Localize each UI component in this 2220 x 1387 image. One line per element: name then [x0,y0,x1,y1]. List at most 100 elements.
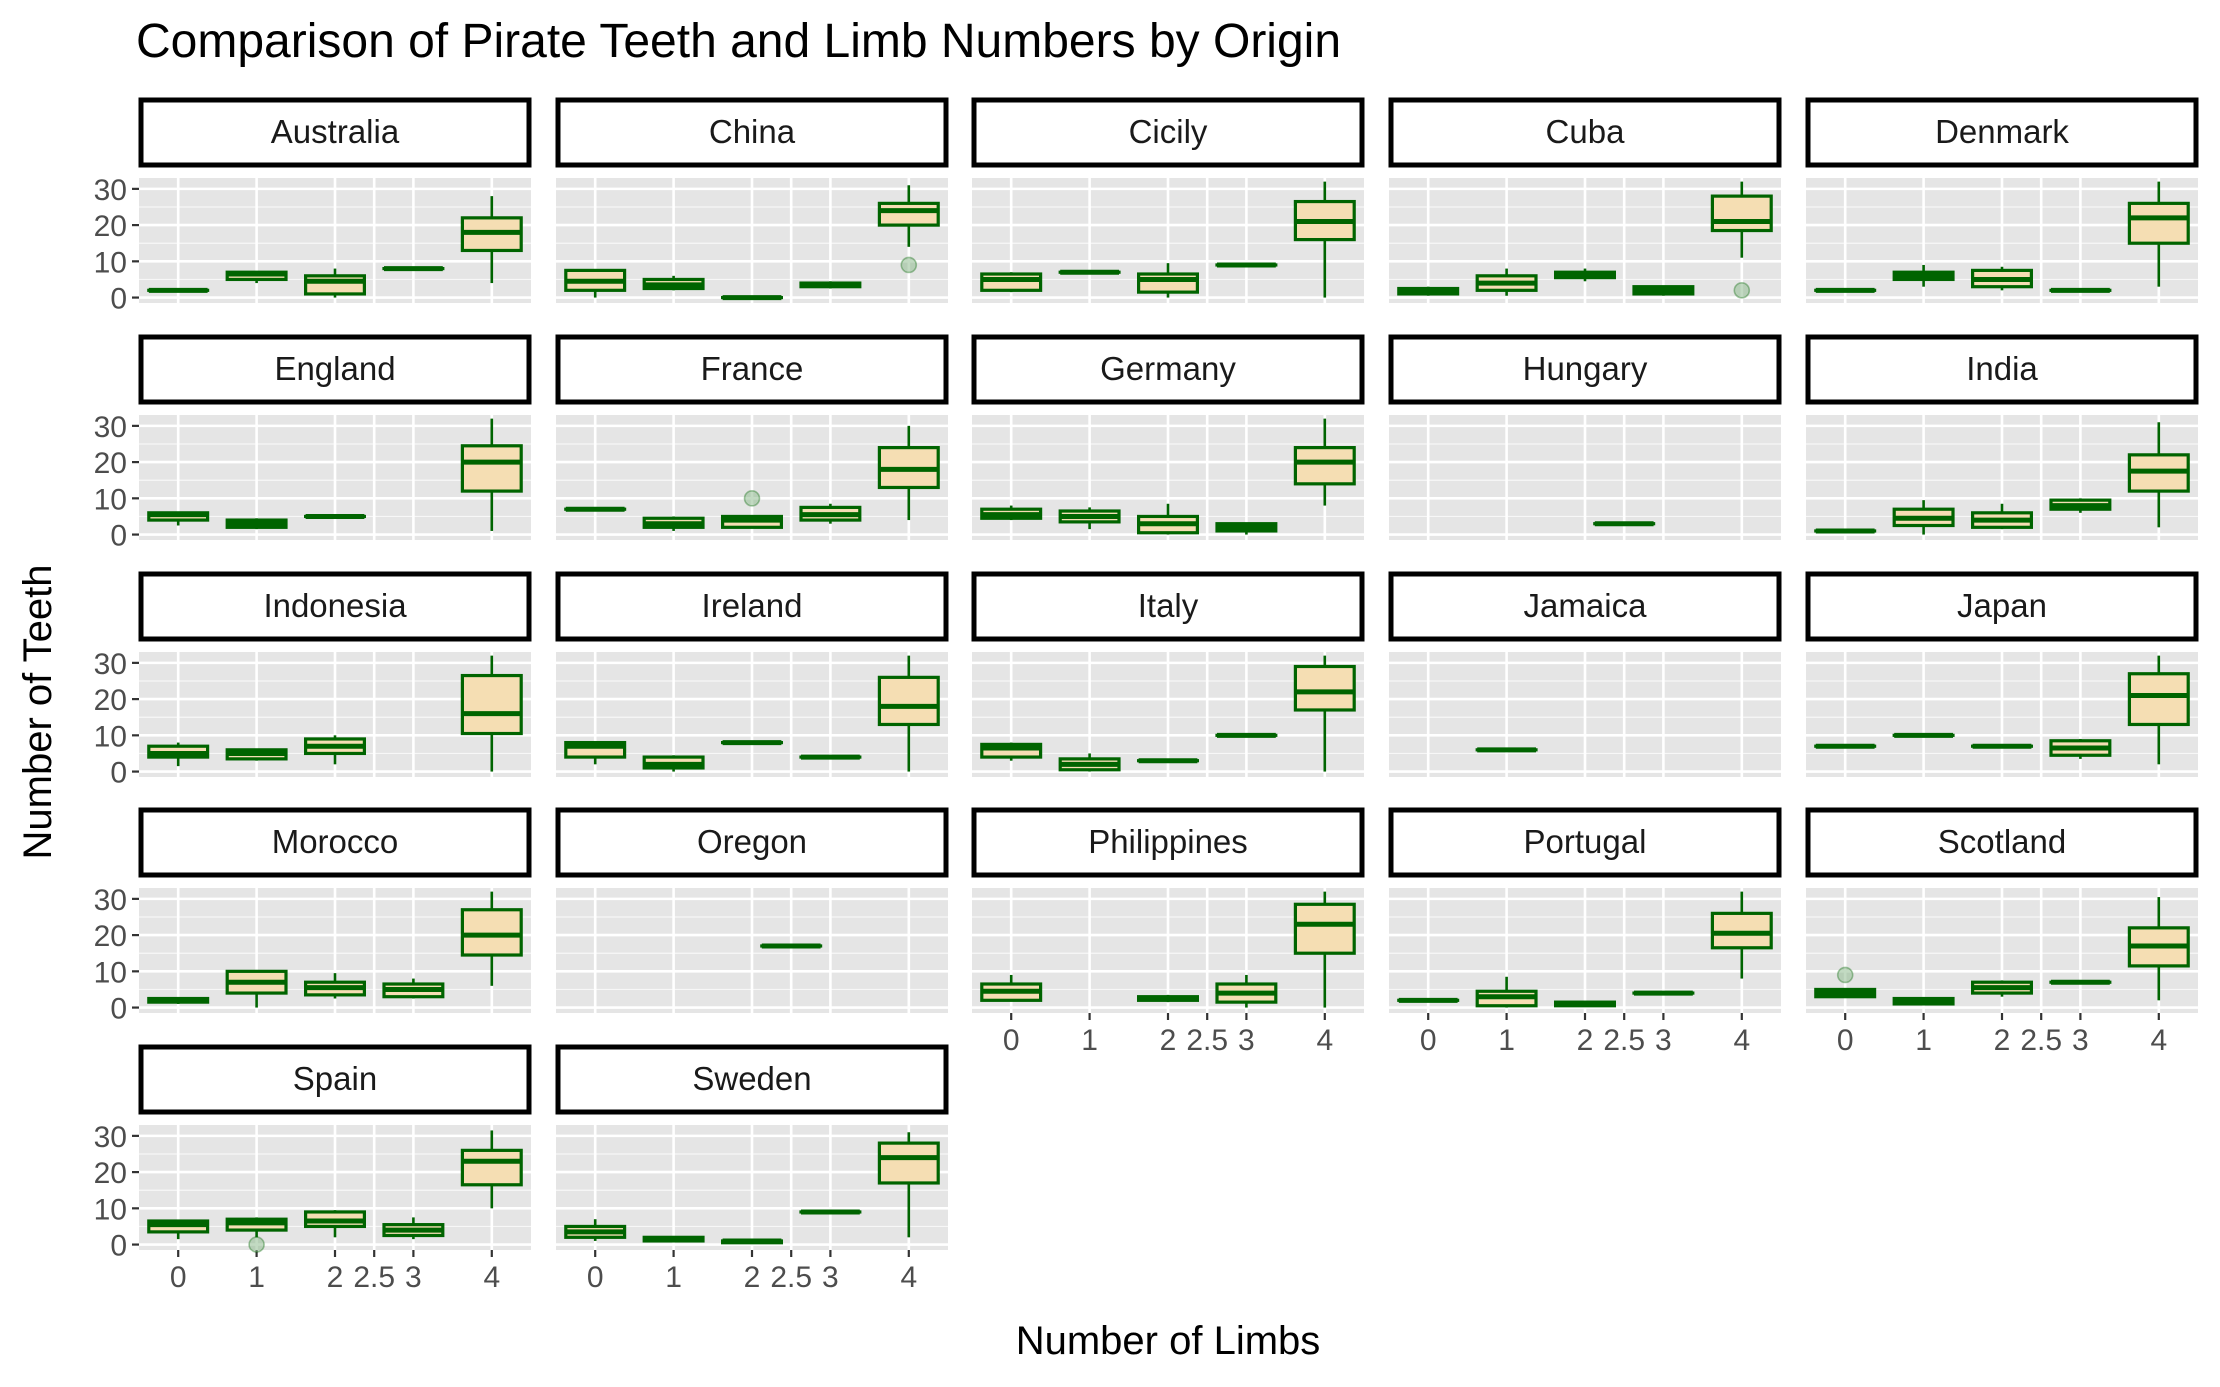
box-limbs-1 [1058,507,1121,530]
x-tick-label: 1 [665,1261,682,1294]
x-tick-label: 2 [1160,1024,1177,1057]
box-iqr [1293,446,1356,486]
box-iqr [460,1148,523,1187]
box-limbs-2 [1136,263,1199,298]
box-limbs-4 [1293,655,1356,772]
box-limbs-0 [564,740,627,765]
facet-strip [138,97,532,168]
facet-scotland: Scotland 0 1 2 2.5 3 4 [1805,807,2199,1057]
facet-oregon: Oregon [555,807,949,1013]
box-limbs-3 [1632,285,1695,296]
box-iqr [877,201,940,227]
facet-denmark: Denmark [1805,97,2199,303]
y-tick-label: 10 [94,1193,127,1226]
box-iqr [304,274,367,296]
x-tick-label: 2 [744,1261,761,1294]
facet-strip [555,1044,949,1115]
x-tick-label: 2.5 [353,1261,395,1294]
facet-label: Indonesia [263,587,407,624]
x-tick-label: 2.5 [1186,1024,1228,1057]
box-limbs-2 [1553,268,1616,282]
facet-philippines: Philippines 0 1 2 2.5 3 4 [971,807,1365,1057]
facet-ireland: Ireland [555,571,949,777]
box-limbs-1 [1892,264,1955,287]
y-tick-label: 10 [94,246,127,279]
x-tick-label: 2 [1994,1024,2011,1057]
box-limbs-1 [642,1235,705,1243]
box-limbs-2 [1970,503,2033,530]
box-iqr [2127,201,2190,245]
facet-strip [1388,334,1782,405]
facet-strip [1805,571,2199,642]
facet-strip [138,571,532,642]
box-iqr [1710,911,1773,950]
box-limbs-0 [147,996,210,1004]
facet-strip [555,571,949,642]
box-iqr [2127,672,2190,727]
x-tick-label: 4 [483,1261,500,1294]
x-tick-label: 0 [1837,1024,1854,1057]
y-tick-label: 20 [94,210,127,243]
x-tick-label: 1 [248,1261,265,1294]
facet-label: Germany [1100,350,1236,387]
box-limbs-1 [225,748,288,761]
facet-label: Cicily [1129,113,1208,150]
facet-china: China [555,97,949,303]
box-limbs-2 [720,514,783,529]
facet-strip [138,807,532,878]
box-limbs-4 [460,418,523,531]
x-tick-label: 1 [1081,1024,1098,1057]
box-limbs-1 [642,275,705,291]
facet-japan: Japan [1805,571,2199,777]
box-limbs-0 [147,511,210,526]
x-tick-label: 0 [1420,1024,1437,1057]
x-tick-label: 0 [587,1261,604,1294]
y-tick-label: 30 [94,648,127,681]
box-limbs-4 [2127,655,2190,765]
x-tick-label: 0 [170,1261,187,1294]
facet-label: Scotland [1938,823,2066,860]
y-tick-label: 10 [94,956,127,989]
x-tick-label: 3 [1238,1024,1255,1057]
box-limbs-4 [1293,418,1356,506]
y-tick-label: 30 [94,884,127,917]
box-iqr [460,673,523,736]
box-iqr [1136,272,1199,294]
box-limbs-0 [980,974,1043,1002]
box-limbs-0 [147,1219,210,1240]
box-limbs-2 [304,735,367,765]
x-tick-label: 4 [1316,1024,1333,1057]
box-limbs-4 [460,655,523,772]
outlier-point [1836,966,1854,984]
facet-france: France [555,334,949,540]
y-axis-label: Number of Teeth [16,565,60,860]
box-limbs-4 [877,655,940,772]
box-iqr [460,908,523,957]
box-limbs-4 [1293,181,1356,298]
y-tick-label: 20 [94,684,127,717]
facet-label: Australia [271,113,400,150]
x-tick-label: 3 [822,1261,839,1294]
box-limbs-0 [147,287,210,293]
facet-label: Sweden [692,1060,811,1097]
box-limbs-2 [1970,980,2033,997]
box-limbs-4 [460,891,523,986]
box-limbs-2 [304,973,367,999]
y-tick-label: 0 [110,757,127,790]
facet-label: Italy [1138,587,1199,624]
box-iqr [980,272,1043,292]
facet-label: Hungary [1523,350,1648,387]
y-tick-label: 10 [94,483,127,516]
box-limbs-0 [980,505,1043,521]
box-limbs-1 [642,516,705,531]
box-limbs-3 [799,503,862,524]
y-tick-label: 30 [94,1121,127,1154]
facet-strip [971,571,1365,642]
box-limbs-2 [1136,503,1199,535]
x-tick-label: 3 [1655,1024,1672,1057]
box-limbs-4 [1293,891,1356,1008]
